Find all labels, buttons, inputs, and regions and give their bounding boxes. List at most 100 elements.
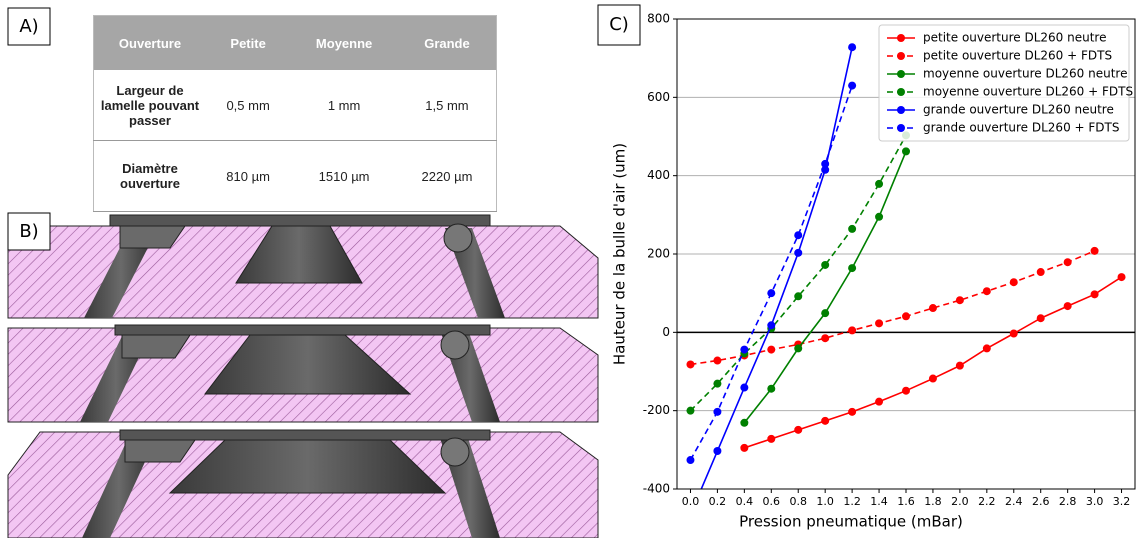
series-line: [743, 151, 907, 424]
section-2: [7, 324, 599, 423]
point: [848, 407, 857, 416]
point: [821, 334, 830, 343]
x-tick-label: 3.2: [1113, 495, 1131, 508]
point: [740, 418, 749, 427]
plot-area: -400 -200 0 200 400 600 800 0.0 0.2 0.4 0.6 0.8 1.0 1…: [643, 12, 1136, 518]
point: [740, 383, 749, 392]
point: [848, 264, 857, 273]
x-tick-label: 0.2: [709, 495, 727, 508]
legend-marker: [897, 34, 905, 42]
x-tick-label: 1.0: [816, 495, 834, 508]
y-tick-label: 0: [662, 325, 670, 339]
legend-label: grande ouverture DL260 + FDTS: [923, 121, 1119, 135]
x-tick-label: 2.2: [978, 495, 996, 508]
legend-marker: [897, 70, 905, 78]
y-tick-label: 600: [647, 90, 670, 104]
legend-label: petite ouverture DL260 neutre: [923, 31, 1106, 45]
x-tick-label: 1.6: [897, 495, 915, 508]
x-tick-label: 2.4: [1005, 495, 1023, 508]
point: [686, 510, 694, 518]
series-line: [690, 250, 1095, 366]
legend-label: moyenne ouverture DL260 + FDTS: [923, 85, 1133, 99]
point: [1036, 314, 1045, 323]
y-tick-label: 200: [647, 247, 670, 261]
x-axis-label: Pression pneumatique (mBar): [739, 513, 963, 531]
panel-label: C): [609, 14, 629, 35]
point: [686, 360, 695, 369]
point: [1063, 302, 1072, 311]
y-tick-label: 800: [647, 12, 670, 26]
y-tick-label: 400: [647, 168, 670, 182]
point: [767, 321, 776, 330]
cell: 2220 µm: [397, 140, 497, 212]
x-tick-label: 2.0: [951, 495, 969, 508]
header-cell: Moyenne: [290, 15, 398, 70]
point: [848, 43, 857, 52]
point: [794, 231, 803, 240]
point: [902, 147, 910, 156]
plot-frame: [676, 18, 1136, 490]
series-line: [700, 47, 853, 489]
panel-label-box: [7, 212, 51, 251]
table: Ouverture Petite Moyenne Grande Largeur …: [93, 15, 497, 212]
point: [875, 179, 884, 188]
x-tick-label: 3.0: [1086, 495, 1104, 508]
x-tick-label: 0.6: [763, 495, 781, 508]
x-tick-label: 1.2: [843, 495, 861, 508]
point: [848, 224, 857, 233]
section-3: [7, 429, 599, 538]
point: [686, 406, 695, 415]
point: [875, 397, 884, 406]
point: [1090, 246, 1099, 255]
point: [794, 344, 803, 353]
cell: 0,5 mm: [206, 70, 291, 141]
x-tick-label: 0.8: [789, 495, 807, 508]
series-line: [689, 134, 907, 412]
cell: 1510 µm: [290, 140, 398, 212]
point: [767, 384, 776, 393]
point: [902, 386, 910, 395]
point: [1036, 268, 1045, 277]
header-cell: Grande: [397, 15, 497, 70]
series-line: [744, 276, 1122, 449]
series-line: [689, 85, 853, 461]
point: [875, 212, 884, 221]
point: [955, 361, 964, 370]
point: [821, 309, 830, 318]
point: [982, 344, 991, 353]
point: [794, 248, 803, 257]
point: [875, 319, 884, 328]
panel-label: A): [19, 16, 38, 37]
table-row: Largeur de lamelle pouvant passer 0,5 mm…: [93, 70, 497, 141]
point: [713, 356, 722, 365]
y-tick-label: -400: [643, 482, 670, 496]
panel-label-box: [7, 7, 51, 46]
point: [1063, 258, 1072, 267]
point: [794, 292, 803, 301]
point: [767, 434, 776, 443]
y-tick-label: -200: [643, 403, 670, 417]
point: [902, 312, 910, 321]
legend-marker: [897, 106, 905, 114]
legend-marker: [897, 52, 905, 60]
point: [821, 416, 830, 425]
point: [1090, 290, 1099, 299]
point: [1009, 278, 1018, 287]
legend-label: petite ouverture DL260 + FDTS: [923, 49, 1112, 63]
cell: 810 µm: [206, 140, 291, 212]
x-tick-label: 0.4: [736, 495, 754, 508]
point: [740, 345, 749, 354]
cell: 1,5 mm: [397, 70, 497, 141]
table-header: Ouverture Petite Moyenne Grande: [93, 15, 497, 70]
point: [1009, 329, 1018, 338]
x-tick-label: 2.6: [1032, 495, 1050, 508]
table-row: Diamètre ouverture 810 µm 1510 µm 2220 µ…: [93, 140, 497, 212]
row-header: Largeur de lamelle pouvant passer: [93, 70, 206, 141]
point: [848, 81, 857, 90]
y-axis-label: Hauteur de la bulle d'air (um): [611, 143, 629, 365]
legend-label: moyenne ouverture DL260 neutre: [923, 67, 1127, 81]
point: [713, 379, 722, 388]
legend-marker: [897, 124, 905, 132]
